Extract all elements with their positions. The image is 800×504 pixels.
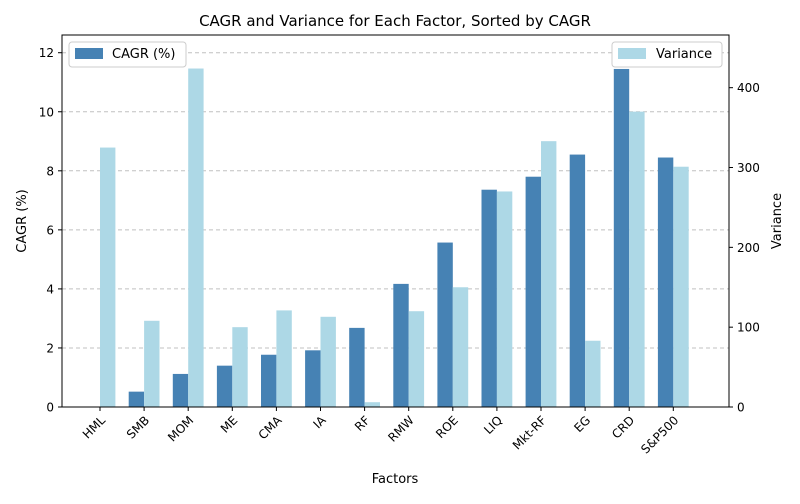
x-tick-label: S&P500 xyxy=(638,413,681,456)
legend-variance-label: Variance xyxy=(656,47,712,62)
bar-variance-mkt-rf xyxy=(541,141,557,407)
x-tick-label: RMW xyxy=(385,413,417,445)
legend-cagr-swatch xyxy=(75,48,103,59)
bar-cagr-smb xyxy=(128,391,145,407)
bar-variance-rmw xyxy=(408,311,425,407)
x-tick-label: Mkt-RF xyxy=(510,413,549,452)
right-tick-label: 200 xyxy=(737,241,760,255)
x-tick-label: HML xyxy=(80,413,109,442)
bar-variance-smb xyxy=(144,320,160,407)
x-tick-label: LIQ xyxy=(481,413,505,437)
left-tick-label: 6 xyxy=(46,223,54,237)
right-tick-label: 400 xyxy=(737,81,760,95)
bar-variance-me xyxy=(232,327,248,407)
x-tick-label: ROE xyxy=(433,413,461,441)
right-y-axis: 0 100 200 300 400 xyxy=(729,81,760,415)
bar-cagr-rmw xyxy=(393,283,409,407)
right-tick-label: 100 xyxy=(737,321,760,335)
bar-cagr-s-p500 xyxy=(657,157,674,407)
bar-cagr-rf xyxy=(349,327,365,407)
bar-variance-mom xyxy=(188,68,204,408)
left-tick-label: 2 xyxy=(46,341,54,355)
right-tick-label: 300 xyxy=(737,161,760,175)
x-tick-label: EG xyxy=(571,413,593,435)
bar-cagr-eg xyxy=(569,154,586,407)
bar-cagr-ia xyxy=(305,350,321,407)
left-tick-label: 10 xyxy=(39,105,54,119)
bar-cagr-roe xyxy=(437,242,453,407)
x-axis-label: Factors xyxy=(372,472,419,487)
left-tick-label: 12 xyxy=(39,46,54,60)
bars xyxy=(100,68,689,408)
left-y-axis-label: CAGR (%) xyxy=(15,189,30,252)
bar-variance-s-p500 xyxy=(673,166,689,407)
x-tick-label: ME xyxy=(218,413,241,436)
legend-left: CAGR (%) xyxy=(68,41,187,68)
bar-cagr-mkt-rf xyxy=(525,176,541,407)
left-tick-label: 8 xyxy=(46,164,54,178)
x-tick-label: SMB xyxy=(124,413,152,441)
bar-cagr-mom xyxy=(172,373,189,407)
bar-cagr-liq xyxy=(481,189,497,407)
bar-variance-liq xyxy=(496,191,513,407)
bar-variance-ia xyxy=(320,316,336,407)
left-tick-label: 4 xyxy=(46,282,54,296)
bar-variance-roe xyxy=(452,287,469,407)
bar-variance-hml xyxy=(100,147,116,408)
right-y-axis-label: Variance xyxy=(770,193,785,249)
bar-variance-cma xyxy=(276,310,292,407)
x-tick-label: CMA xyxy=(256,413,286,443)
x-tick-label: MOM xyxy=(165,413,196,444)
legend-variance-swatch xyxy=(618,48,646,59)
bar-cagr-crd xyxy=(613,68,630,407)
legend-right: Variance xyxy=(611,41,723,68)
chart-title: CAGR and Variance for Each Factor, Sorte… xyxy=(199,12,591,30)
bar-variance-crd xyxy=(629,111,645,407)
x-tick-label: RF xyxy=(352,413,373,434)
x-axis: HML SMB MOM ME CMA IA RF RMW ROE LIQ Mkt-RF EG CRD S&… xyxy=(80,407,681,456)
legend-cagr-label: CAGR (%) xyxy=(112,47,175,62)
bar-variance-eg xyxy=(585,340,601,407)
plot-frame xyxy=(61,34,730,408)
right-tick-label: 0 xyxy=(737,401,745,415)
bar-cagr-me xyxy=(216,365,233,407)
left-y-axis: 0 2 4 6 8 10 12 xyxy=(39,46,62,415)
bar-cagr-cma xyxy=(261,354,277,407)
x-tick-label: CRD xyxy=(609,413,637,441)
x-tick-label: IA xyxy=(310,413,329,432)
left-tick-label: 0 xyxy=(46,401,54,415)
bar-variance-rf xyxy=(364,402,380,407)
